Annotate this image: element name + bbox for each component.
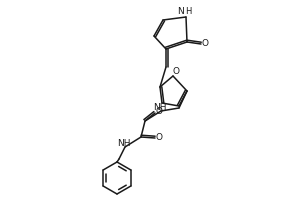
- Text: O: O: [155, 134, 163, 142]
- Text: O: O: [202, 40, 208, 48]
- Text: O: O: [155, 106, 163, 116]
- Text: NH: NH: [153, 104, 167, 112]
- Text: N: N: [177, 7, 184, 17]
- Text: O: O: [172, 68, 179, 76]
- Text: H: H: [185, 7, 191, 17]
- Text: NH: NH: [117, 140, 131, 148]
